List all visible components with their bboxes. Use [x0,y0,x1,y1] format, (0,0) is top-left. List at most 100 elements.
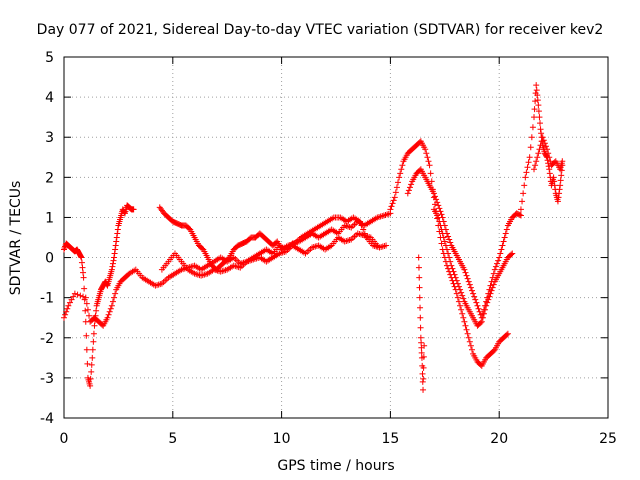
data-point [416,284,423,291]
x-tick-label: 5 [168,431,177,447]
data-point [420,375,427,382]
y-tick-label: -1 [40,291,54,307]
data-point [532,98,539,105]
data-point [536,114,543,121]
data-point [532,162,539,169]
data-point [460,295,467,302]
series-trace-i [517,82,566,213]
data-point [416,274,423,281]
data-point [417,324,424,331]
data-point [87,382,94,389]
data-point [408,181,415,188]
data-point [536,146,543,153]
data-point [534,154,541,161]
data-point [225,255,232,262]
data-point [446,254,453,261]
data-point [420,353,427,360]
data-point [521,182,528,189]
y-tick-label: -4 [40,411,54,427]
series-trace-e [387,138,511,369]
data-point [478,318,485,325]
data-point [540,137,547,144]
data-point [186,225,193,232]
data-point [491,266,498,273]
data-point [374,242,381,249]
data-point [108,302,115,309]
data-point [496,254,503,261]
data-point [533,87,540,94]
x-tick-labels: 0 5 10 15 20 25 [60,431,617,447]
data-point [435,202,442,209]
data-point [114,230,121,237]
data-point [520,190,527,197]
data-point [83,346,90,353]
data-point [454,294,461,301]
data-point [531,106,538,113]
data-point [467,342,474,349]
data-point [114,226,121,233]
data-point [509,250,516,257]
data-point [406,184,413,191]
data-point [471,293,478,300]
series-trace-d [158,230,381,279]
data-point [77,292,84,299]
data-point [544,146,551,153]
data-point [65,302,72,309]
y-tick-labels: -4 -3 -2 -1 0 1 2 3 4 5 [40,50,54,427]
data-point [64,305,71,312]
series-trace-j [531,134,566,173]
data-point [463,272,470,279]
data-point [442,242,449,249]
data-point [451,271,458,278]
data-point [539,134,546,141]
data-point [519,198,526,205]
data-point [399,162,406,169]
data-point [421,342,428,349]
data-point [113,238,120,245]
data-point [494,260,501,267]
data-point [543,153,550,160]
data-point [527,144,534,151]
data-point [550,174,557,181]
data-point [111,294,118,301]
data-point [508,251,515,258]
data-point [93,307,100,314]
data-point [559,158,566,165]
data-point [84,360,91,367]
data-point [80,293,87,300]
data-point [83,300,90,307]
series-trace-h [415,254,428,393]
data-point [503,226,510,233]
data-point [420,386,427,393]
data-point [487,290,494,297]
data-point [121,209,128,216]
data-point [464,330,471,337]
x-tick-label: 10 [273,431,291,447]
data-point [465,334,472,341]
data-point [396,174,403,181]
data-point [417,304,424,311]
data-point [459,310,466,317]
data-point [546,166,553,173]
data-point [103,281,110,288]
data-point [453,290,460,297]
data-point [460,314,467,321]
data-point [419,370,426,377]
data-point [537,120,543,127]
plot-frame [63,56,609,419]
data-point [81,285,88,292]
data-point [535,102,542,109]
data-point [61,314,67,321]
data-point [111,254,118,261]
data-point [70,293,77,300]
data-point [551,178,558,185]
data-point [109,260,116,267]
y-tick-label: 0 [45,251,54,267]
data-point [531,114,538,121]
data-point [497,250,504,257]
y-tick-label: 3 [45,130,54,146]
series-trace-g [430,206,516,329]
x-tick-label: 0 [60,431,69,447]
data-point [558,172,565,179]
